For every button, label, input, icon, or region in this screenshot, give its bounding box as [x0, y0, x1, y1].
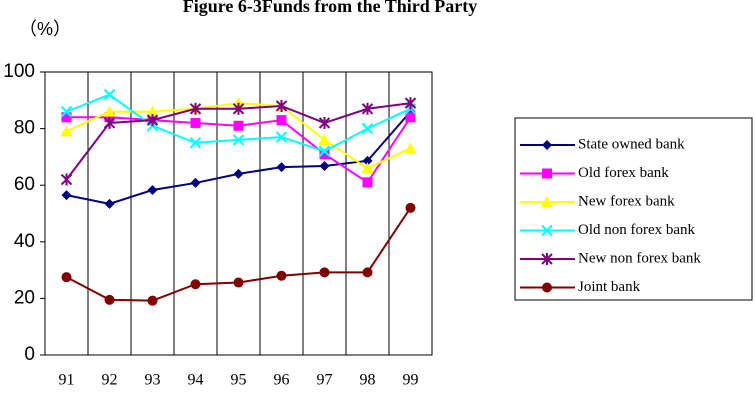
x-tick-label: 96	[274, 372, 290, 389]
marker	[541, 196, 553, 207]
marker	[147, 185, 158, 196]
x-tick-label: 98	[360, 372, 376, 389]
marker	[405, 202, 416, 213]
marker	[189, 102, 202, 115]
legend-label: Old forex bank	[578, 165, 669, 181]
marker	[275, 131, 288, 143]
marker	[404, 97, 417, 110]
y-tick-label: 60	[14, 174, 35, 195]
marker	[362, 267, 373, 278]
marker	[542, 140, 552, 150]
marker	[233, 168, 244, 179]
legend-label: Old non forex bank	[578, 222, 696, 238]
marker	[189, 137, 202, 149]
marker	[542, 282, 552, 293]
marker	[541, 224, 553, 237]
marker	[60, 105, 73, 118]
y-tick-label: 80	[14, 118, 35, 139]
marker	[233, 277, 244, 288]
marker	[60, 173, 73, 186]
marker	[404, 142, 417, 154]
marker	[405, 112, 416, 123]
y-tick-label: 100	[3, 61, 35, 82]
x-tick-label: 95	[231, 372, 247, 389]
marker	[61, 112, 72, 123]
marker	[190, 117, 201, 128]
marker	[190, 279, 201, 290]
marker	[104, 198, 115, 209]
legend-box	[514, 117, 753, 301]
legend-label: New non forex bank	[578, 250, 701, 266]
marker	[61, 272, 72, 283]
marker	[361, 162, 374, 174]
marker	[103, 116, 116, 129]
marker	[60, 125, 73, 137]
plot-frame	[44, 71, 433, 356]
marker	[275, 99, 288, 112]
x-tick-label: 91	[59, 372, 75, 389]
marker	[319, 267, 330, 278]
y-tick-label: 20	[14, 287, 35, 308]
x-tick-label: 99	[403, 372, 419, 389]
x-tick-label: 92	[102, 372, 118, 389]
marker	[276, 162, 287, 173]
marker	[276, 115, 287, 126]
marker	[104, 294, 115, 305]
marker	[146, 114, 159, 127]
marker	[276, 270, 287, 281]
marker	[146, 105, 159, 117]
legend-label: Joint bank	[578, 279, 641, 295]
marker	[541, 253, 553, 265]
marker	[362, 155, 373, 166]
marker	[232, 134, 245, 146]
marker	[61, 190, 72, 201]
y-tick-label: 0	[24, 344, 35, 365]
marker	[319, 160, 330, 171]
marker	[542, 168, 552, 179]
marker	[232, 102, 245, 115]
x-tick-label: 93	[145, 372, 161, 389]
marker	[190, 177, 201, 188]
marker	[147, 295, 158, 306]
chart-title: Figure 6-3Funds from the Third Party	[183, 0, 478, 16]
marker	[361, 122, 374, 135]
marker	[103, 105, 116, 117]
marker	[362, 177, 373, 188]
y-axis-label: （%）	[19, 19, 71, 39]
marker	[318, 133, 331, 145]
marker	[103, 88, 116, 101]
legend-label: New forex bank	[578, 193, 675, 209]
legend-label: State owned bank	[578, 136, 685, 152]
marker	[233, 120, 244, 131]
marker	[319, 149, 330, 160]
marker	[318, 145, 331, 157]
x-tick-label: 97	[317, 372, 333, 389]
y-tick-label: 40	[14, 231, 35, 252]
marker	[318, 116, 331, 129]
x-tick-label: 94	[188, 372, 204, 389]
marker	[361, 102, 374, 115]
